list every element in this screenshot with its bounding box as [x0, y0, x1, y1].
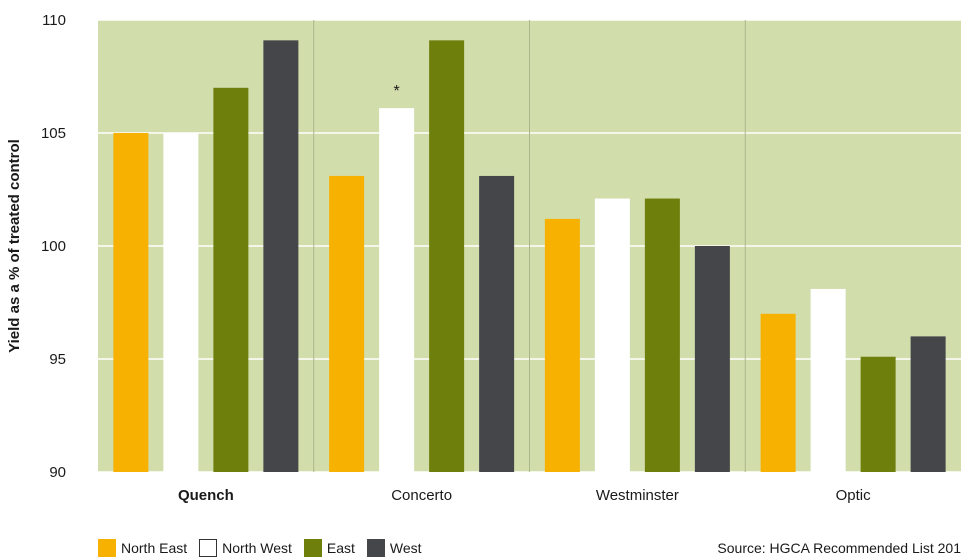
category-label: Concerto: [391, 487, 452, 504]
bar-concerto-north-west: [379, 108, 415, 472]
legend-item: West: [366, 539, 422, 557]
y-tick-label: 110: [42, 12, 66, 29]
bar-westminster-west: [694, 246, 730, 472]
y-axis-ticks: 90 95 100 105 110: [41, 12, 66, 481]
bar-quench-north-east: [113, 133, 149, 472]
legend-label: East: [326, 540, 355, 556]
legend-swatch: [303, 539, 322, 557]
bar-quench-west: [263, 40, 299, 473]
bar-optic-north-east: [760, 313, 796, 472]
bar-quench-north-west: [163, 133, 199, 472]
bar-westminster-north-east: [544, 218, 580, 472]
bar-concerto-east: [429, 40, 465, 473]
legend-item: North West: [199, 539, 292, 557]
annotations: *: [394, 83, 400, 100]
bar-optic-west: [910, 336, 946, 472]
category-separators: [313, 20, 746, 472]
bar-quench-east: [213, 87, 249, 473]
bar-concerto-west: [479, 175, 515, 472]
bar-concerto-north-east: [329, 175, 365, 472]
y-tick-label: 90: [49, 464, 66, 481]
significance-marker: *: [394, 83, 400, 100]
y-tick-label: 100: [41, 238, 66, 255]
bar-westminster-east: [644, 198, 680, 473]
y-axis-label: Yield as a % of treated control: [6, 139, 23, 353]
bar-optic-north-west: [810, 288, 846, 472]
legend-swatch: [199, 539, 218, 557]
category-labels: Quench Concerto Westminster Optic: [178, 487, 871, 504]
legend-item: North East: [98, 539, 187, 557]
bars: [113, 40, 946, 473]
legend-item: East: [303, 539, 355, 557]
legend-label: North East: [121, 540, 188, 556]
bar-westminster-north-west: [594, 198, 630, 473]
bar-chart: 90 95 100 105 110 Quench Concerto Westminster O…: [6, 12, 961, 504]
legend-label: North West: [222, 540, 292, 556]
category-label: Quench: [178, 487, 234, 504]
legend-swatch: [98, 539, 116, 557]
y-tick-label: 105: [41, 125, 66, 142]
category-label: Westminster: [596, 487, 679, 504]
legend: North East North West East West: [98, 539, 434, 557]
bar-optic-east: [860, 356, 896, 472]
category-label: Optic: [836, 487, 872, 504]
legend-label: West: [389, 540, 422, 556]
source-note: Source: HGCA Recommended List 201: [717, 540, 961, 556]
y-tick-label: 95: [49, 351, 66, 368]
legend-swatch: [366, 539, 385, 557]
